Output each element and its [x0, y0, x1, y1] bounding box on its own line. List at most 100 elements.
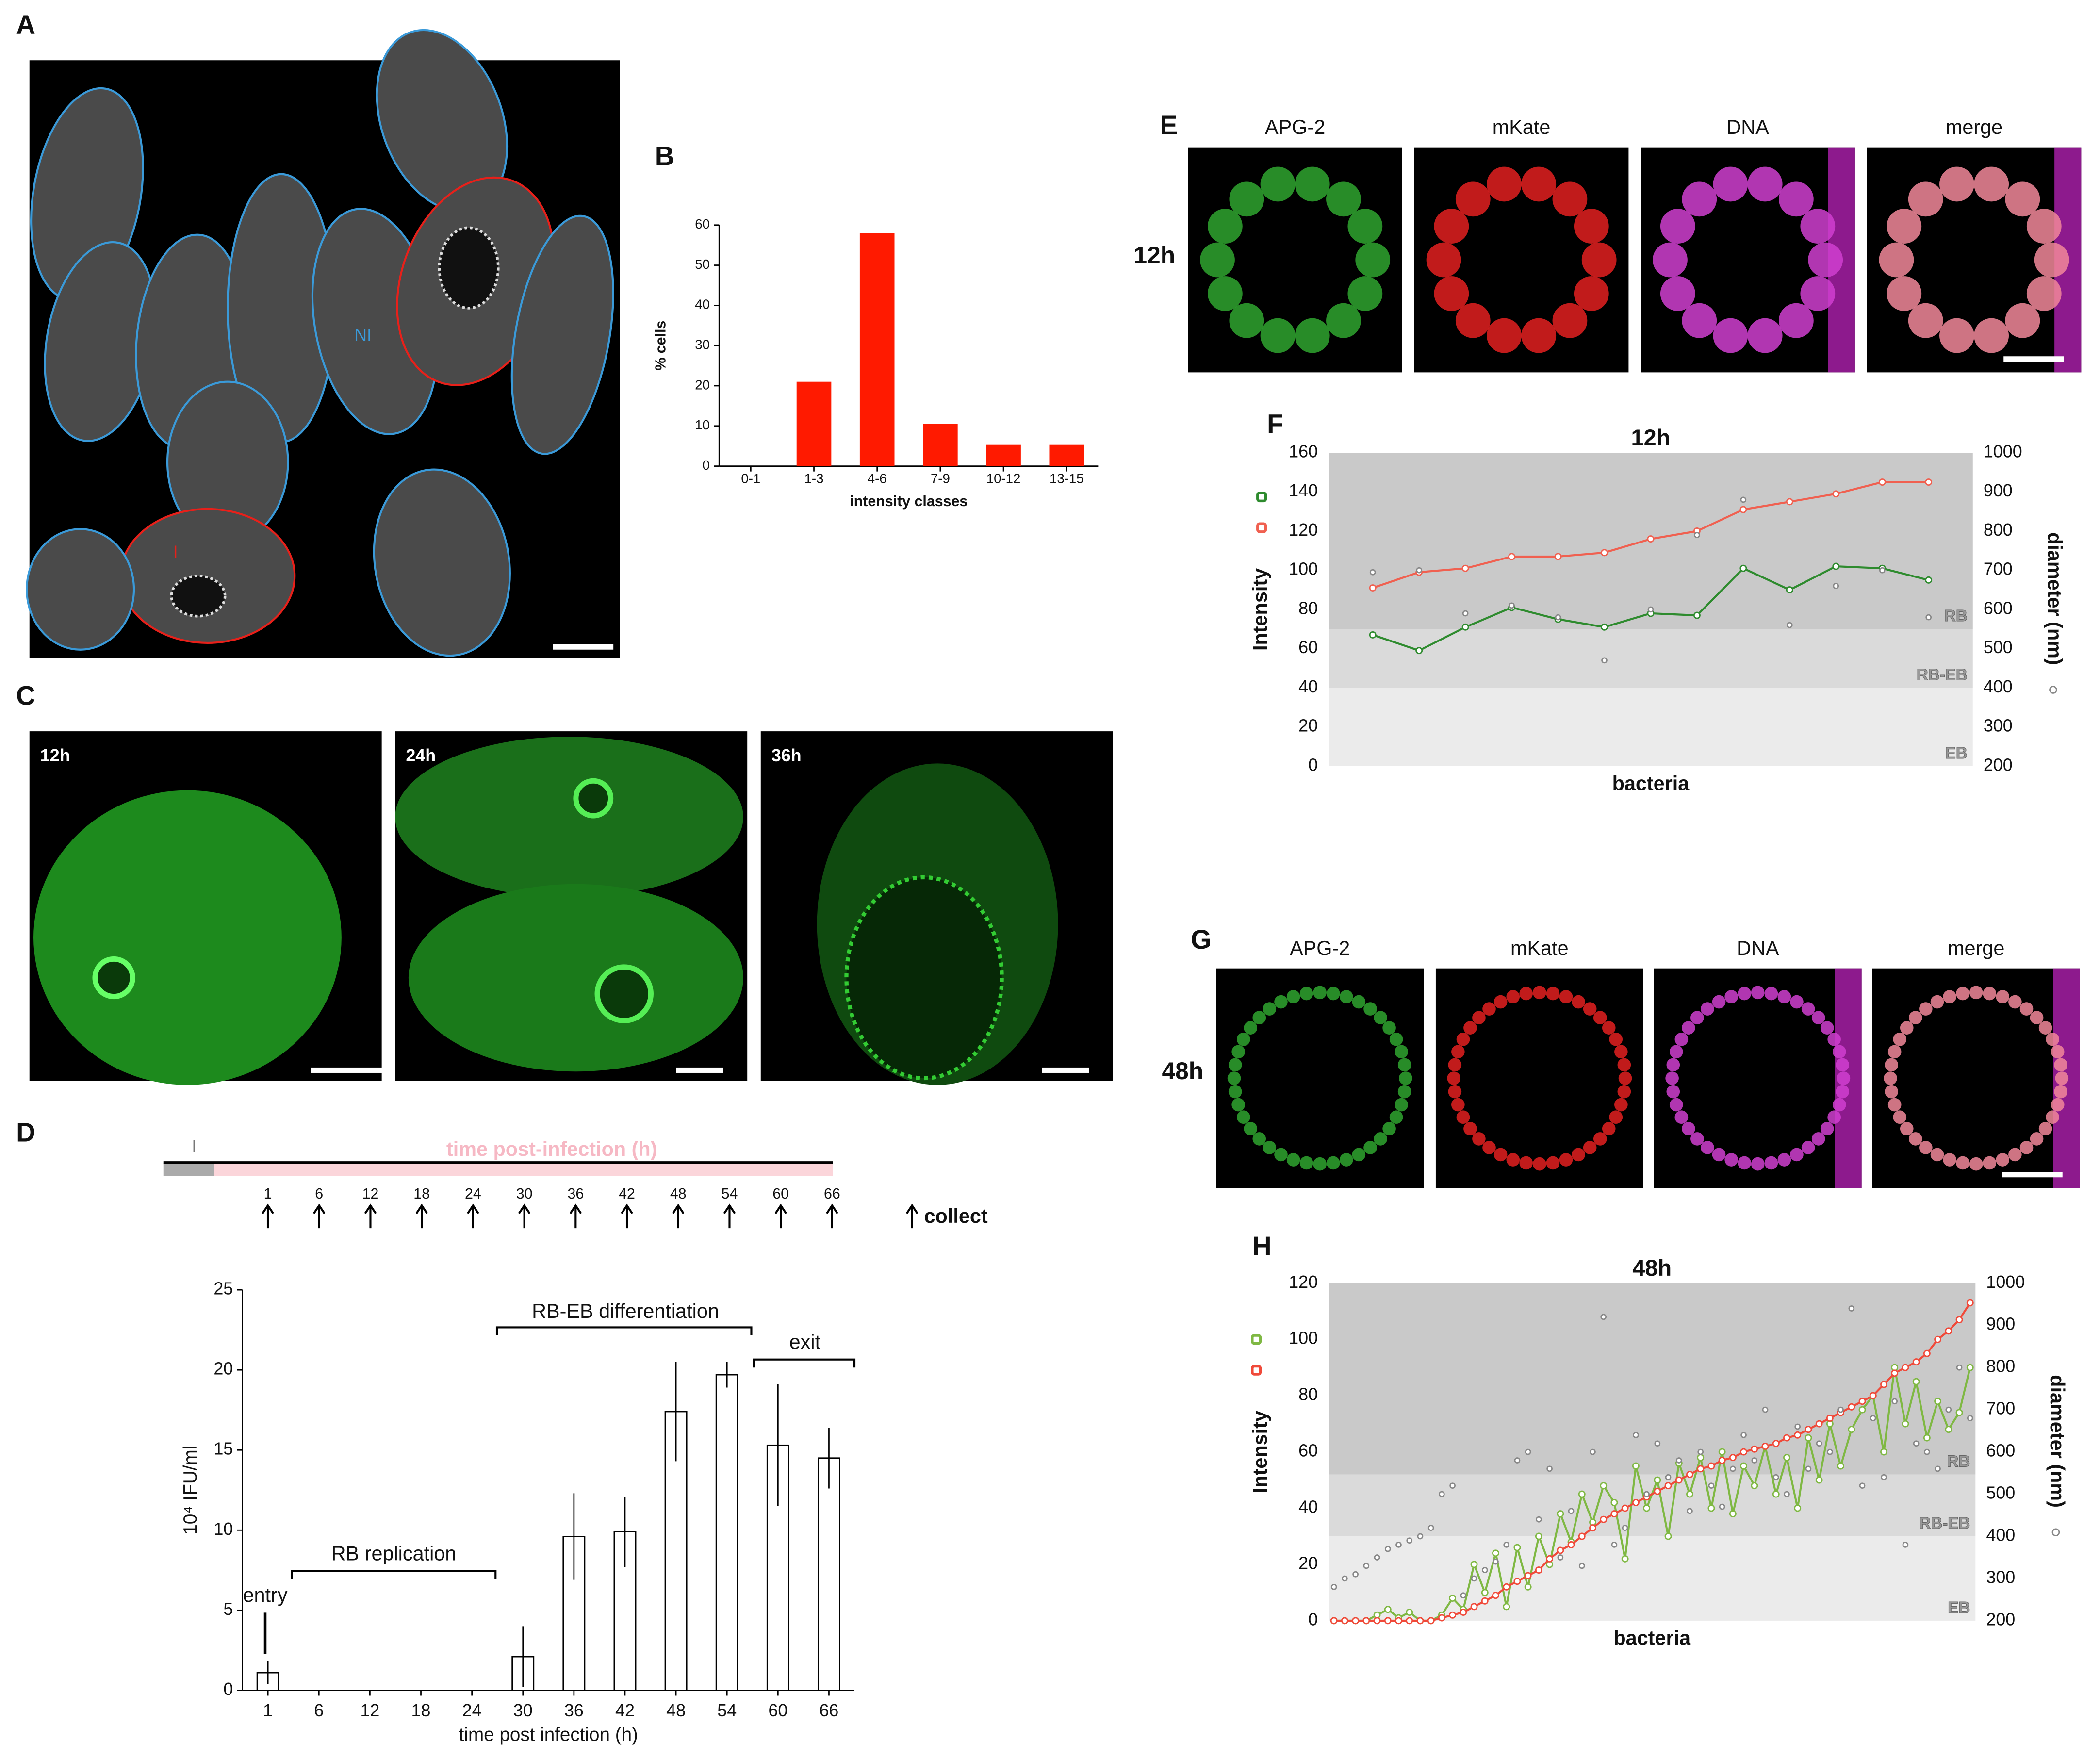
y-tick-label: 10	[695, 417, 710, 432]
diameter-point	[1794, 1423, 1801, 1430]
channel-label: APG-2	[1265, 116, 1325, 138]
point	[1632, 1498, 1640, 1506]
point	[1508, 553, 1516, 560]
legend-marker	[1256, 492, 1267, 503]
inclusion	[844, 875, 1004, 1081]
panel-letter: G	[1191, 924, 1212, 954]
timeline-tick: 1	[264, 1186, 272, 1202]
blob	[1665, 1071, 1679, 1085]
inclusion	[594, 964, 654, 1023]
blob	[1274, 1148, 1288, 1162]
diameter-point	[1330, 1583, 1337, 1590]
y-axis-label: Intensity	[1249, 1411, 1271, 1493]
x-tick-label: 54	[717, 1701, 737, 1720]
blob	[1252, 1132, 1266, 1146]
blob	[1800, 276, 1836, 311]
point	[1783, 1454, 1790, 1462]
diameter-point	[1967, 1415, 1973, 1421]
x-tick-label: 1-3	[804, 471, 824, 486]
diameter-point	[1675, 1457, 1682, 1464]
timeline-tick: 6	[315, 1186, 323, 1202]
point	[1449, 1595, 1457, 1602]
point	[1341, 1617, 1348, 1625]
annotation: entry	[243, 1584, 288, 1606]
x-tick-label: 6	[314, 1701, 324, 1720]
blob	[1463, 1122, 1477, 1135]
legend-marker	[1251, 1334, 1262, 1345]
inclusion	[92, 956, 135, 1000]
blob	[1295, 166, 1330, 202]
point	[1610, 1510, 1618, 1518]
blob	[1660, 276, 1695, 311]
blob	[1900, 1021, 1914, 1035]
blob	[1660, 209, 1695, 244]
point	[1438, 1614, 1445, 1622]
blob	[1908, 181, 1943, 217]
bracket	[291, 1570, 497, 1579]
timeline-tick: 54	[722, 1186, 738, 1202]
point	[1955, 1409, 1963, 1416]
blob	[1455, 181, 1491, 217]
blob	[1738, 987, 1751, 1001]
blob	[1996, 1153, 2010, 1167]
y-tick-label: 50	[695, 257, 710, 272]
diameter-point	[1816, 1440, 1822, 1447]
blob	[1327, 1156, 1340, 1170]
blob	[2008, 995, 2022, 1009]
blob	[1574, 276, 1609, 311]
diameter-point	[1369, 569, 1376, 576]
diameter-point	[1697, 1448, 1704, 1455]
point	[1718, 1457, 1726, 1464]
point	[1826, 1415, 1834, 1422]
blob	[1919, 1002, 1933, 1016]
point	[1786, 498, 1793, 506]
cell	[26, 528, 135, 651]
blob	[1263, 1141, 1277, 1154]
point	[1461, 564, 1469, 572]
blob	[1228, 1085, 1242, 1099]
timeline-tick: 42	[619, 1186, 635, 1202]
diameter-point	[1784, 1491, 1790, 1497]
point	[1869, 1392, 1877, 1399]
cell	[408, 884, 743, 1072]
blob	[1751, 986, 1765, 1000]
blob	[1887, 1098, 1902, 1112]
y-tick-label: 30	[695, 337, 710, 352]
channel-label: APG-2	[1290, 937, 1350, 959]
blob	[1274, 995, 1288, 1009]
diameter-point	[1439, 1491, 1445, 1497]
scale-bar	[2003, 356, 2064, 362]
blob	[1827, 1110, 1841, 1124]
point	[1878, 478, 1886, 486]
blob	[1434, 276, 1469, 311]
blob	[2026, 209, 2062, 244]
blob	[1382, 1021, 1396, 1035]
blob	[1777, 1153, 1791, 1167]
point	[1880, 1448, 1887, 1456]
blob	[1908, 303, 1943, 338]
micrograph	[1872, 968, 2080, 1188]
blob	[1456, 1110, 1470, 1124]
blob	[1614, 1045, 1628, 1059]
blob	[1231, 1098, 1245, 1112]
y2-tick-label: 800	[1986, 1357, 2015, 1376]
arrow-head	[672, 1203, 685, 1214]
blob	[2005, 181, 2040, 217]
blob	[2026, 276, 2062, 311]
arrow-head	[262, 1203, 274, 1214]
blob	[1666, 1058, 1680, 1072]
annotation: RB replication	[331, 1543, 457, 1565]
diameter-point	[1740, 496, 1747, 503]
blob	[1472, 1011, 1486, 1024]
blob	[1820, 1122, 1834, 1135]
blob	[1487, 318, 1522, 353]
point	[1858, 1406, 1866, 1414]
diameter-point	[1578, 1563, 1585, 1569]
diameter-point	[1827, 1448, 1833, 1455]
diameter-point	[1611, 1542, 1618, 1548]
y2-tick-label: 700	[1984, 559, 2013, 579]
point	[1589, 1524, 1596, 1532]
blob	[1493, 1148, 1508, 1162]
y-tick-label: 15	[213, 1439, 233, 1459]
